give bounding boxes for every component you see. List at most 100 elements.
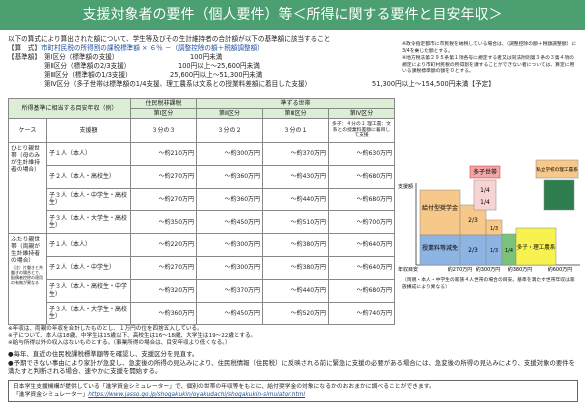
label: 1/3	[490, 226, 498, 232]
simulator-link: 「進学資金シミュレーター」https://www.jasso.go.jp/sho…	[13, 391, 573, 399]
income-value: ～約640万円	[328, 233, 396, 257]
table-row: 子３人（本人・高校生・中学生） ～約320万円 ～約370万円 ～約440万円 ～約68…	[9, 278, 396, 303]
header-top: 所得基準に相当する目安年収（例）	[7, 98, 132, 119]
label: 約300万円	[476, 266, 501, 273]
multi-child-label-box	[469, 165, 501, 179]
income-value: ～約700万円	[328, 210, 396, 235]
group-label: ひとり親世帯（母のみが生計維持者の場合）	[11, 146, 40, 173]
income-value: ～約270万円	[130, 255, 198, 280]
footnote: ※子について、本人は18歳、中学生は15歳以下、高校生は16～18歳、大学生は1…	[8, 333, 257, 339]
criteria-range: 100円未満	[190, 53, 223, 61]
support-diagram: 支援額 給付型奨学金 授業料等減免 2/3 2/3 1/3 1/3 多子世帯 1…	[398, 159, 580, 273]
tuition-bar	[419, 234, 461, 266]
private-science-bar	[543, 179, 575, 211]
criteria-name: 第Ⅳ区分（多子世帯は標準額の1/4支援、理工農系は文系との授業料差額に着目した支…	[44, 80, 312, 88]
table-row: ひとり親世帯（母のみが生計維持者の場合） 子１人（本人） ～約210万円 ～約300万…	[8, 141, 396, 235]
income-value: ～約680万円	[328, 187, 396, 212]
amount-label: 支援額	[45, 118, 132, 143]
criteria-range: 25,600円以上～51,300円未満	[170, 71, 263, 79]
label: 1/4	[480, 199, 490, 206]
table-row: 子２人（本人・高校生） ～約270万円 ～約360万円 ～約430万円 ～約680万円	[9, 164, 396, 189]
income-value: ～約520万円	[262, 301, 330, 326]
simulator-box: 日本学生支援機構が提供している「進学資金シミュレーター」で、個別の世帯の年収等を…	[8, 380, 578, 402]
diagram-caption: （両親・本人・中学生の家族４人世帯の場合の目安。基準を満たす世帯年収は家族構成に…	[402, 278, 575, 290]
income-value: ～約680万円	[328, 164, 396, 189]
intro: 以下の算式により算出された額について、学生等及びその生計維持者の合計額が以下の基…	[8, 35, 331, 43]
income-value: ～約380万円	[262, 233, 330, 257]
formula-row: 【算 式】市町村民税の所得割の課税標準額 × ６％ －（調整控除の額＋税額調整額…	[8, 44, 264, 53]
label: 給付型奨学金	[422, 204, 458, 212]
group-exempt: 住民税非課税	[130, 98, 198, 109]
row-label: 子３人（本人・高校生・中学生）	[45, 278, 132, 303]
tuition-bar	[459, 234, 487, 266]
income-value: ～約440万円	[262, 278, 330, 303]
label: 1/4	[480, 187, 490, 194]
label: 年収目安	[398, 266, 418, 273]
label: 1/3	[490, 248, 498, 254]
income-value: ～約320万円	[130, 278, 198, 303]
label: 支援額	[398, 183, 413, 190]
row-label: 子２人（本人・高校生）	[45, 164, 132, 189]
income-value: ～約300万円	[196, 255, 264, 280]
bullet: ●毎年、直近の住民税課税標準額等を確認し、支援区分を見直す。	[8, 350, 199, 358]
group-name: ふたり親世帯（両親が生計維持者の場合） （注）片働きと共働きの場合とで、配偶者控除…	[8, 233, 47, 326]
label: 多子・理工農系	[517, 243, 556, 251]
criteria-label: 【基準額】	[8, 53, 41, 61]
criteria-name: 第Ⅱ区分（標準額の2/3支援）	[44, 62, 131, 70]
income-value: ～約210万円	[130, 142, 198, 166]
income-value: ～約380万円	[262, 255, 330, 280]
row-label: 子１人（本人）	[45, 233, 132, 257]
bullet: ●予期できない事由により家計が急変し、急変後の所得の見込みにより、住民税情報（住…	[8, 359, 576, 375]
income-value: ～約680万円	[328, 278, 396, 303]
label: 約380万円	[508, 266, 533, 273]
table-row: 子３人（本人・大学生・高校生） ～約350万円 ～約450万円 ～約510万円 ～約70…	[9, 210, 396, 235]
note: ※地方税法第２９５条第１項各号に規定する者又は同法附則第３条の３第４項の規定によ…	[402, 56, 575, 74]
label: 約600万円	[548, 266, 573, 273]
row-label: 子２人（本人・中学生）	[45, 255, 132, 280]
row-label: 子３人（本人・大学生・高校生）	[45, 301, 132, 326]
amount: ３分の２	[196, 118, 264, 143]
income-value: ～約370万円	[196, 278, 264, 303]
income-value: ～約370万円	[262, 142, 330, 166]
footnote: ※年収は、両親の年収を合計したものとし、１万円の位を四捨五入している。	[8, 326, 203, 332]
simulator-label: 「進学資金シミュレーター」	[13, 392, 89, 398]
footnote: ※給与所得以外の収入はないものとする。（事業所得の場合は、目安年収より低くなる。…	[8, 340, 231, 346]
income-value: ～約360万円	[130, 301, 198, 326]
label: 1/4	[505, 248, 513, 254]
income-value: ～約440万円	[262, 187, 330, 212]
criteria-range: 100円以上～25,600円未満	[178, 62, 260, 70]
criteria-name: 第Ⅲ区分（標準額の1/3支援）	[44, 71, 132, 79]
label: 私立学校の理工農系	[536, 166, 578, 173]
income-value: ～約630万円	[328, 142, 396, 166]
table-row: 子３人（本人・中学生・高校生） ～約270万円 ～約360万円 ～約440万円 ～約68…	[9, 187, 396, 212]
multi-science-box	[515, 227, 557, 266]
group-name: ひとり親世帯（母のみが生計維持者の場合）	[8, 141, 47, 235]
row-label: 子１人（本人）	[45, 142, 132, 166]
label: 2/3	[468, 217, 478, 224]
income-value: ～約300万円	[196, 142, 264, 166]
simulator-url[interactable]: https://www.jasso.go.jp/shogakukin/oyaku…	[88, 392, 306, 398]
note: ※政令指定都市に市民税を納税している場合は、（調整控除の額＋税額調整額）に3/4…	[402, 42, 577, 54]
income-value: ～約220万円	[130, 233, 198, 257]
column-header: 第Ⅲ区分	[262, 108, 330, 119]
income-value: ～約450万円	[196, 210, 264, 235]
formula: 市町村民税の所得割の課税標準額 × ６％ －（調整控除の額＋税額調整額）	[40, 44, 264, 52]
income-value: ～約510万円	[262, 210, 330, 235]
income-value: ～約350万円	[130, 210, 198, 235]
income-value: ～約360万円	[196, 164, 264, 189]
formula-label: 【算 式】	[8, 44, 41, 52]
title: 支援対象者の要件（個人要件）等＜所得に関する要件と目安年収＞	[0, 0, 585, 30]
label: 2/3	[468, 247, 478, 254]
income-value: ～約270万円	[130, 187, 198, 212]
amount: ３分の３	[130, 118, 198, 143]
amount: 多子：４分の１ 理工農：文系との授業料差額に着目して支援	[328, 118, 396, 143]
group-label: ふたり親世帯（両親が生計維持者の場合）	[11, 237, 40, 265]
criteria-name: 第Ⅰ区分（標準額の支援）	[44, 53, 119, 61]
table-row: 子２人（本人・中学生） ～約270万円 ～約300万円 ～約380万円 ～約640万円	[9, 255, 396, 280]
income-value: ～約300万円	[196, 233, 264, 257]
case-label: ケース	[8, 118, 47, 143]
column-header: 第Ⅳ区分	[328, 108, 396, 119]
income-value: ～約740万円	[328, 301, 396, 326]
table-row: 子３人（本人・大学生・高校生） ～約360万円 ～約450万円 ～約520万円 ～約74…	[9, 301, 396, 326]
